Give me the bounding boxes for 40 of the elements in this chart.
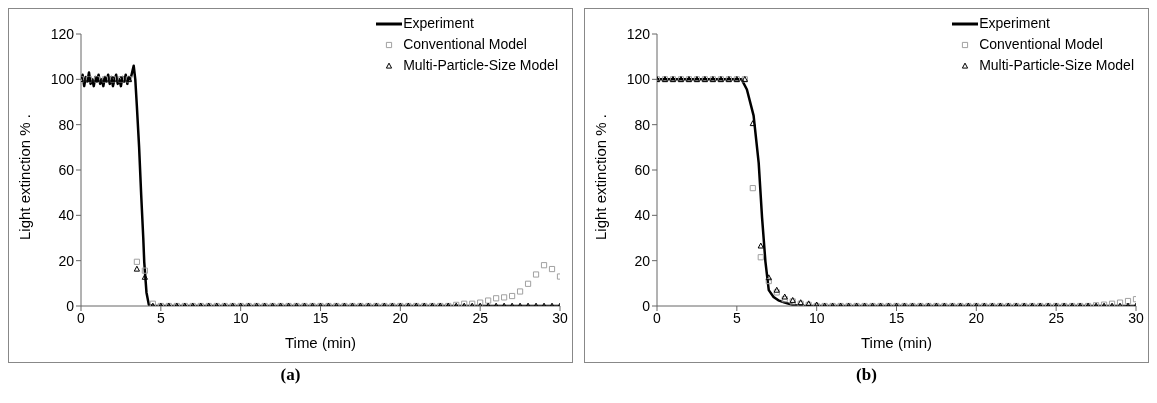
legend-label: Multi-Particle-Size Model xyxy=(403,56,558,75)
y-tick-label: 100 xyxy=(50,71,75,88)
x-tick-label: 20 xyxy=(968,309,985,326)
x-tick-label: 30 xyxy=(1128,309,1144,326)
x-tick-label: 25 xyxy=(1048,309,1065,326)
text: (a) xyxy=(279,365,302,385)
x-axis-title: Time (min) xyxy=(860,334,933,351)
x-tick-label: 10 xyxy=(232,309,249,326)
x-tick-label: 15 xyxy=(888,309,905,326)
legend-label: Experiment xyxy=(979,14,1050,33)
x-tick-label: 25 xyxy=(472,309,489,326)
x-tick-label: 15 xyxy=(312,309,329,326)
y-tick-label: 20 xyxy=(58,252,75,269)
y-tick-label: 40 xyxy=(58,207,75,224)
x-tick-label: 0 xyxy=(77,309,86,326)
y-tick-label: 120 xyxy=(50,25,75,42)
y-axis-title: Light extinction % . xyxy=(16,114,34,240)
y-tick-label: 0 xyxy=(66,297,75,314)
y-tick-label: 120 xyxy=(626,25,651,42)
x-tick-label: 5 xyxy=(156,309,165,326)
legend-label: Experiment xyxy=(403,14,474,33)
y-tick-label: 100 xyxy=(626,71,651,88)
legend-label: Multi-Particle-Size Model xyxy=(979,56,1134,75)
y-tick-label: 80 xyxy=(634,116,651,133)
y-tick-label: 0 xyxy=(642,297,651,314)
y-tick-label: 60 xyxy=(634,161,651,178)
x-tick-label: 5 xyxy=(732,309,741,326)
y-tick-label: 20 xyxy=(634,252,651,269)
x-tick-label: 30 xyxy=(552,309,568,326)
legend-label: Conventional Model xyxy=(979,35,1103,54)
y-tick-label: 80 xyxy=(58,116,75,133)
y-axis-title: Light extinction % . xyxy=(592,114,610,240)
text: (b) xyxy=(855,365,878,385)
x-tick-label: 10 xyxy=(808,309,825,326)
y-tick-label: 60 xyxy=(58,161,75,178)
legend-label: Conventional Model xyxy=(403,35,527,54)
y-tick-label: 40 xyxy=(634,207,651,224)
x-tick-label: 20 xyxy=(392,309,409,326)
x-tick-label: 0 xyxy=(653,309,662,326)
x-axis-title: Time (min) xyxy=(284,334,357,351)
